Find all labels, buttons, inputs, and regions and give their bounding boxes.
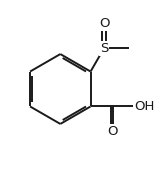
Text: S: S bbox=[100, 42, 108, 55]
Text: O: O bbox=[99, 17, 109, 30]
Text: OH: OH bbox=[134, 100, 155, 113]
Text: O: O bbox=[108, 125, 118, 138]
